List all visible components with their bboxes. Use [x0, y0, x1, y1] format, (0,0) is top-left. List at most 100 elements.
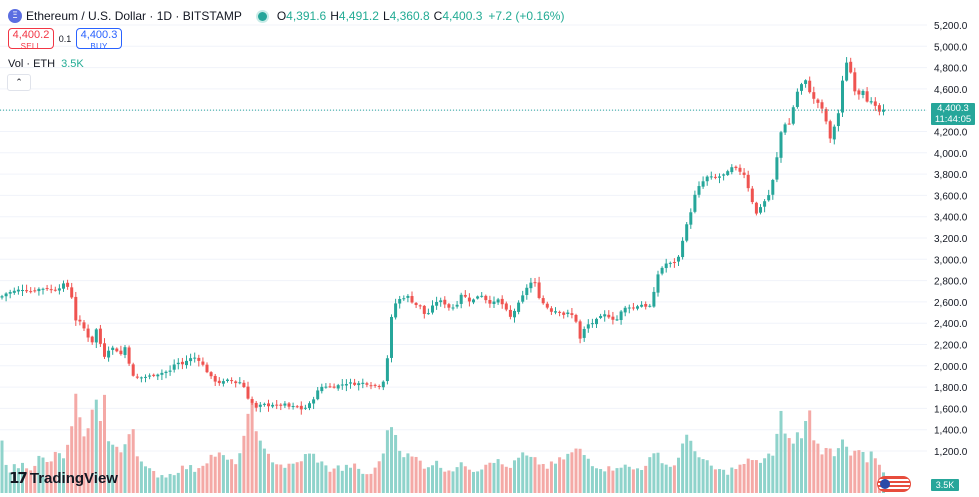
candle-body [504, 303, 508, 310]
candle-body [57, 288, 61, 291]
candle-body [49, 289, 53, 291]
volume-value: 3.5K [61, 58, 84, 70]
candle-body [197, 357, 201, 361]
volume-bar [185, 469, 188, 493]
candle-body [636, 306, 639, 309]
volume-bar [160, 475, 164, 493]
volume-bar [381, 453, 385, 493]
candle-body [390, 316, 393, 358]
volume-bar [742, 463, 746, 493]
y-tick-label: 1,800.0 [934, 383, 968, 394]
chart-header: Ξ Ethereum / U.S. Dollar · 1D · BITSTAMP… [8, 7, 564, 25]
candle-body [775, 157, 779, 180]
volume-bar [299, 461, 303, 493]
trade-buttons: 4,400.2 SELL 0.1 4,400.3 BUY [8, 28, 122, 51]
volume-bar [238, 453, 242, 493]
candle-body [426, 313, 430, 315]
volume-bar [107, 441, 111, 493]
candle-body [291, 406, 295, 408]
y-tick-label: 2,200.0 [934, 341, 968, 352]
buy-button[interactable]: 4,400.3 BUY [76, 28, 122, 51]
y-tick-label: 2,000.0 [934, 362, 968, 373]
close-value: 4,400.3 [442, 9, 483, 23]
change-value: +7.2 (+0.16%) [488, 9, 565, 23]
volume-bar [541, 464, 545, 493]
volume-bar [750, 460, 754, 493]
y-tick-label: 2,600.0 [934, 298, 968, 309]
candle-body [754, 202, 758, 214]
volume-bar [217, 452, 221, 493]
candle-body [205, 364, 209, 373]
volume-bar [328, 471, 332, 493]
candle-body [779, 132, 783, 158]
candle-body [361, 382, 365, 384]
volume-bar [385, 430, 389, 493]
volume-bar [119, 452, 123, 493]
candle-body [336, 385, 340, 389]
tradingview-logo[interactable]: 17 TradingView [9, 469, 118, 487]
volume-bar [537, 464, 541, 493]
candle-body [853, 72, 857, 92]
volume-bar [525, 455, 529, 493]
sell-button[interactable]: 4,400.2 SELL [8, 28, 54, 51]
symbol-title[interactable]: Ethereum / U.S. Dollar · 1D · BITSTAMP [26, 9, 242, 23]
volume-bar [209, 454, 213, 493]
volume-bar [221, 455, 225, 493]
volume-bar [144, 466, 147, 493]
candle-body [45, 288, 49, 290]
volume-bar [504, 466, 508, 493]
volume-bar [718, 469, 721, 493]
candle-body [279, 404, 283, 406]
volume-bar [693, 451, 697, 493]
volume-bar [271, 462, 275, 493]
volume-bar [492, 462, 496, 493]
volume-bar [320, 461, 324, 493]
volume-bar [53, 451, 57, 493]
candle-body [414, 302, 418, 306]
candle-body [406, 295, 410, 298]
volume-bar [369, 473, 373, 493]
volume-bar [246, 413, 250, 493]
candle-body [877, 105, 881, 112]
candle-body [841, 80, 844, 113]
candle-body [324, 386, 328, 388]
candle-body [476, 296, 480, 299]
volume-bar [496, 459, 500, 493]
candle-body [303, 407, 307, 409]
volume-bar [86, 428, 90, 493]
candle-body [816, 99, 820, 103]
candle-body [808, 80, 812, 93]
volume-bar [123, 444, 127, 493]
candle-body [164, 371, 168, 374]
candle-body [185, 360, 188, 366]
volume-bar [513, 460, 516, 493]
candle-body [37, 288, 41, 292]
volume-bar [459, 462, 463, 493]
candle-body [156, 374, 160, 377]
volume-bar [558, 457, 562, 493]
candle-body [451, 307, 455, 309]
volume-bar [652, 453, 656, 493]
volume-bar [713, 469, 717, 493]
candle-body [722, 174, 726, 176]
volume-bar [398, 450, 402, 493]
volume-bar [476, 471, 480, 493]
volume-bar [754, 460, 758, 493]
candle-body [254, 402, 258, 408]
volume-legend[interactable]: Vol · ETH 3.5K [8, 58, 84, 70]
volume-bar [738, 464, 742, 493]
volume-bar [349, 467, 352, 493]
candle-body [189, 358, 193, 362]
collapse-legend-button[interactable]: ⌃ [7, 74, 31, 91]
candle-body [230, 380, 234, 382]
candle-body [193, 357, 197, 359]
candle-body [98, 328, 102, 344]
volume-bar [189, 465, 193, 493]
candle-body [759, 207, 762, 213]
candle-body [357, 383, 361, 386]
volume-bar [771, 455, 775, 493]
volume-bar [603, 471, 607, 493]
candle-body [250, 399, 254, 403]
candle-body [795, 91, 799, 107]
